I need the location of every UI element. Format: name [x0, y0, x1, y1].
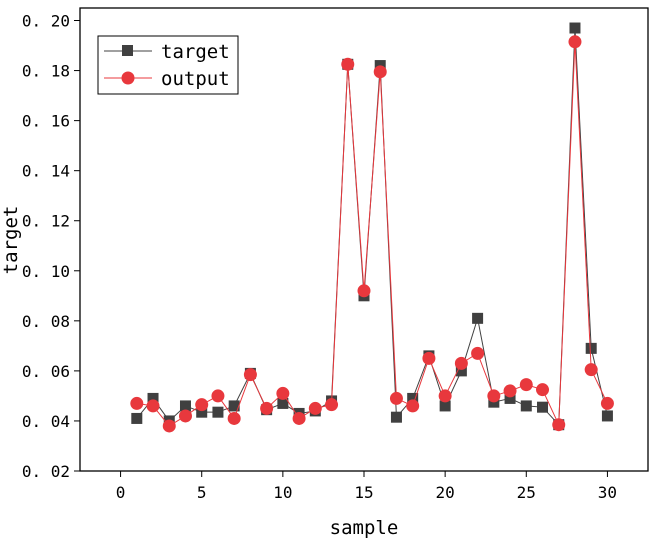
point-target — [537, 401, 549, 413]
x-axis-label: sample — [330, 517, 399, 539]
point-output — [487, 389, 501, 403]
legend-box — [97, 35, 239, 95]
point-output — [422, 351, 436, 365]
series-layer — [130, 22, 614, 433]
y-tick-label: 0. 16 — [22, 112, 70, 131]
point-output — [357, 284, 371, 298]
point-target — [569, 22, 581, 34]
point-output — [260, 401, 274, 415]
x-tick-label: 5 — [197, 483, 207, 502]
y-tick-label: 0. 12 — [22, 212, 70, 231]
point-output — [373, 65, 387, 79]
point-target — [277, 397, 289, 409]
point-output — [568, 35, 582, 49]
point-output — [243, 368, 257, 382]
point-target — [147, 392, 159, 404]
point-output — [178, 409, 192, 423]
legend: target output — [97, 35, 239, 95]
point-target — [472, 312, 484, 324]
point-target — [407, 392, 419, 404]
point-output — [503, 384, 517, 398]
point-target — [520, 400, 532, 412]
point-output — [584, 363, 598, 377]
point-output — [195, 398, 209, 412]
x-axis: 0 5 10 15 20 25 30 — [116, 471, 617, 502]
y-tick-label: 0. 06 — [22, 362, 70, 381]
point-output — [406, 399, 420, 413]
x-tick-label: 25 — [517, 483, 536, 502]
point-target — [439, 400, 451, 412]
y-tick-label: 0. 08 — [22, 312, 70, 331]
y-tick-label: 0. 02 — [22, 462, 70, 481]
point-target — [390, 411, 402, 423]
legend-output-marker — [121, 71, 135, 85]
y-tick-label: 0. 04 — [22, 412, 70, 431]
x-tick-label: 20 — [436, 483, 455, 502]
x-tick-label: 0 — [116, 483, 126, 502]
x-tick-label: 30 — [598, 483, 617, 502]
x-tick-label: 10 — [273, 483, 292, 502]
point-output — [536, 383, 550, 397]
point-target — [179, 400, 191, 412]
point-target — [212, 406, 224, 418]
point-output — [130, 396, 144, 410]
series-line-output — [136, 41, 608, 427]
point-output — [276, 386, 290, 400]
point-output — [454, 356, 468, 370]
y-axis: 0. 02 0. 04 0. 06 0. 08 0. 10 0. 12 0. 14 0. 16… — [22, 12, 80, 481]
legend-target-label: target — [161, 41, 230, 63]
point-output — [438, 389, 452, 403]
legend-target-marker — [122, 45, 133, 56]
point-output — [389, 391, 403, 405]
y-axis-label: target — [0, 206, 22, 275]
point-output — [227, 411, 241, 425]
point-output — [341, 57, 355, 71]
point-target — [228, 400, 240, 412]
point-output — [552, 418, 566, 432]
x-tick-label: 15 — [354, 483, 373, 502]
point-output — [292, 411, 306, 425]
y-tick-label: 0. 10 — [22, 262, 70, 281]
point-output — [471, 346, 485, 360]
point-target — [196, 406, 208, 418]
y-tick-label: 0. 14 — [22, 162, 70, 181]
point-output — [162, 419, 176, 433]
point-output — [146, 399, 160, 413]
point-target — [455, 365, 467, 377]
point-output — [308, 401, 322, 415]
point-target — [131, 412, 143, 424]
y-tick-label: 0. 20 — [22, 12, 70, 31]
y-tick-label: 0. 18 — [22, 62, 70, 81]
point-target — [585, 342, 597, 354]
point-output — [325, 398, 339, 412]
point-target — [601, 410, 613, 422]
point-output — [600, 396, 614, 410]
legend-output-label: output — [161, 68, 230, 90]
point-target — [504, 392, 516, 404]
point-output — [211, 389, 225, 403]
point-output — [519, 378, 533, 392]
